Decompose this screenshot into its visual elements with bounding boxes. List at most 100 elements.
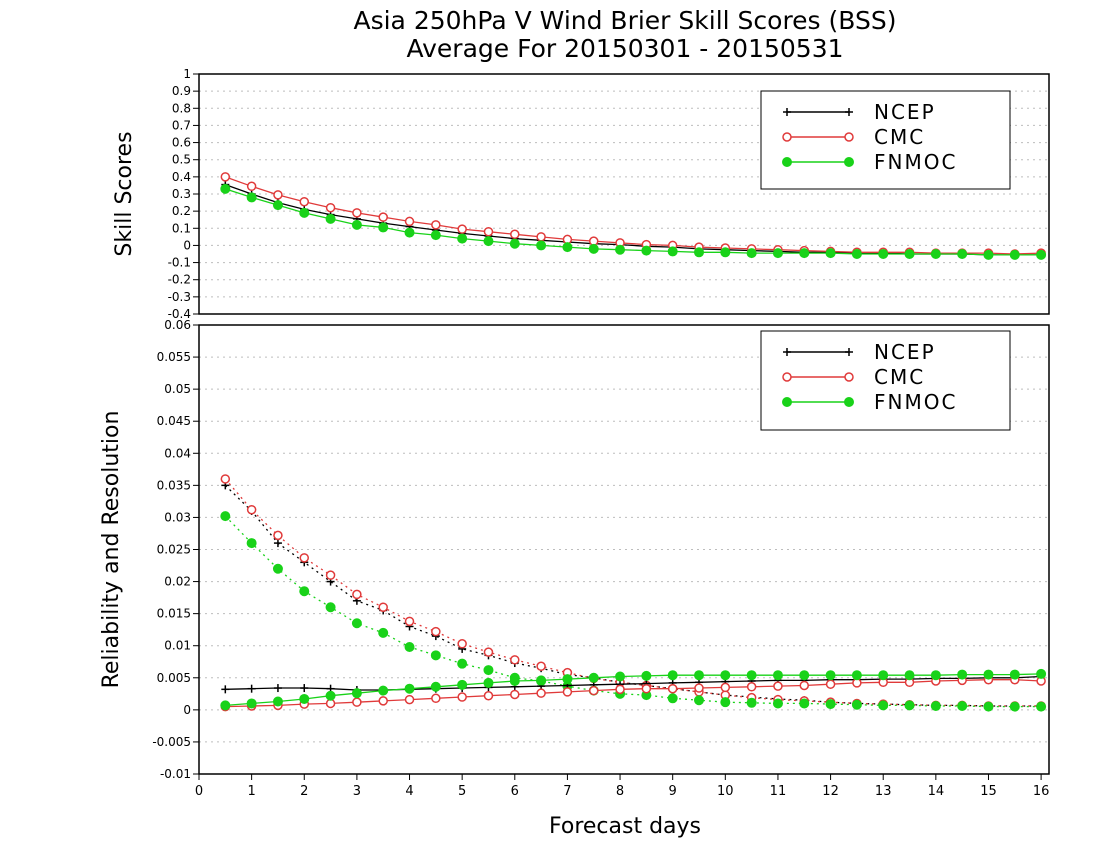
legend-label: CMC xyxy=(874,365,925,389)
data-point xyxy=(983,701,994,712)
legend-marker-left xyxy=(782,372,792,382)
data-point xyxy=(378,685,389,696)
series-fnmoc-resolution xyxy=(220,668,1047,711)
data-point xyxy=(746,670,757,681)
data-point xyxy=(1009,701,1020,712)
data-point xyxy=(404,694,415,705)
data-point xyxy=(220,474,231,484)
data-point xyxy=(220,511,231,522)
data-point xyxy=(825,670,836,681)
data-point xyxy=(641,245,652,256)
data-point xyxy=(352,697,362,707)
data-point xyxy=(772,670,783,681)
data-point xyxy=(457,692,467,702)
data-point xyxy=(1036,249,1047,260)
data-point xyxy=(351,688,362,699)
data-point xyxy=(404,641,415,652)
y-tick-label: -0.3 xyxy=(168,290,191,304)
data-point xyxy=(457,658,468,669)
series-fnmoc-bss xyxy=(220,183,1047,260)
data-point xyxy=(325,213,336,224)
legend-item-ncep: NCEP xyxy=(783,100,934,124)
legend-item-ncep: NCEP xyxy=(783,340,936,364)
data-point xyxy=(1036,701,1047,712)
legend-marker-left xyxy=(782,397,792,407)
legend-item-cmc: CMC xyxy=(782,125,925,149)
x-tick-label: 12 xyxy=(822,784,839,799)
y-tick-label: 0.01 xyxy=(164,639,191,653)
data-point xyxy=(773,681,783,691)
data-point xyxy=(483,226,494,237)
data-point xyxy=(430,650,441,661)
data-point xyxy=(246,698,257,709)
series-line xyxy=(224,478,1042,707)
chart-title: Asia 250hPa V Wind Brier Skill Scores (B… xyxy=(353,6,896,35)
x-tick-label: 1 xyxy=(247,784,255,799)
data-point xyxy=(299,693,310,704)
data-point xyxy=(536,688,546,698)
data-point xyxy=(325,690,336,701)
data-point xyxy=(509,238,520,249)
data-point xyxy=(378,627,389,638)
x-tick-label: 6 xyxy=(511,784,519,799)
y-tick-label: 0.05 xyxy=(164,382,191,396)
y-tick-label: 0.02 xyxy=(164,575,191,589)
data-point xyxy=(746,697,757,708)
x-tick-label: 15 xyxy=(980,784,997,799)
legend-marker-left xyxy=(783,348,791,356)
legend-item-fnmoc: FNMOC xyxy=(782,390,955,414)
y-tick-label: 0.005 xyxy=(157,671,191,685)
legend-label: NCEP xyxy=(874,340,936,364)
y-tick-label: -0.1 xyxy=(168,256,191,270)
x-tick-label: 3 xyxy=(353,784,361,799)
data-point xyxy=(746,248,757,259)
series-cmc-resolution xyxy=(220,674,1046,712)
y-tick-label: 0.1 xyxy=(172,221,191,235)
data-point xyxy=(851,670,862,681)
data-point xyxy=(694,247,704,258)
legend-label: CMC xyxy=(874,125,925,149)
data-point xyxy=(536,240,547,251)
x-tick-label: 7 xyxy=(563,784,571,799)
chart-subtitle: Average For 20150301 - 20150531 xyxy=(406,34,843,63)
x-tick-label: 8 xyxy=(616,784,624,799)
data-point xyxy=(720,697,731,708)
data-point xyxy=(983,249,994,260)
data-point xyxy=(930,249,941,259)
legend-box xyxy=(760,90,1011,190)
data-point xyxy=(272,200,283,211)
y-tick-label: 1 xyxy=(183,67,191,81)
x-tick-label: 14 xyxy=(928,784,945,799)
data-point xyxy=(588,685,599,696)
x-tick-label: 13 xyxy=(875,784,892,799)
data-point xyxy=(299,553,310,563)
data-point xyxy=(378,222,389,233)
data-point xyxy=(667,246,678,257)
x-axis-label: Forecast days xyxy=(549,814,701,839)
y-tick-label: -0.01 xyxy=(160,767,191,781)
data-point xyxy=(694,695,704,706)
data-point xyxy=(431,220,441,230)
data-point xyxy=(588,672,599,683)
data-point xyxy=(325,202,336,213)
legend-marker-right xyxy=(845,348,853,356)
x-tick-label: 2 xyxy=(300,784,308,799)
data-point xyxy=(720,670,731,681)
series-line xyxy=(224,515,1042,708)
y-tick-label: -0.4 xyxy=(168,307,191,321)
data-point xyxy=(983,669,994,680)
data-point xyxy=(615,684,625,695)
data-point xyxy=(457,233,468,244)
data-point xyxy=(220,183,231,194)
y-tick-label: 0.9 xyxy=(172,84,191,98)
y-tick-label: 0.045 xyxy=(157,414,191,428)
data-point xyxy=(641,683,652,694)
legend-item-cmc: CMC xyxy=(782,365,925,389)
data-point xyxy=(273,530,283,541)
data-point xyxy=(246,504,257,515)
y-tick-label: 0.3 xyxy=(172,187,191,201)
y-tick-label: 0.015 xyxy=(157,607,191,621)
data-point xyxy=(799,698,810,709)
data-point xyxy=(220,700,231,711)
